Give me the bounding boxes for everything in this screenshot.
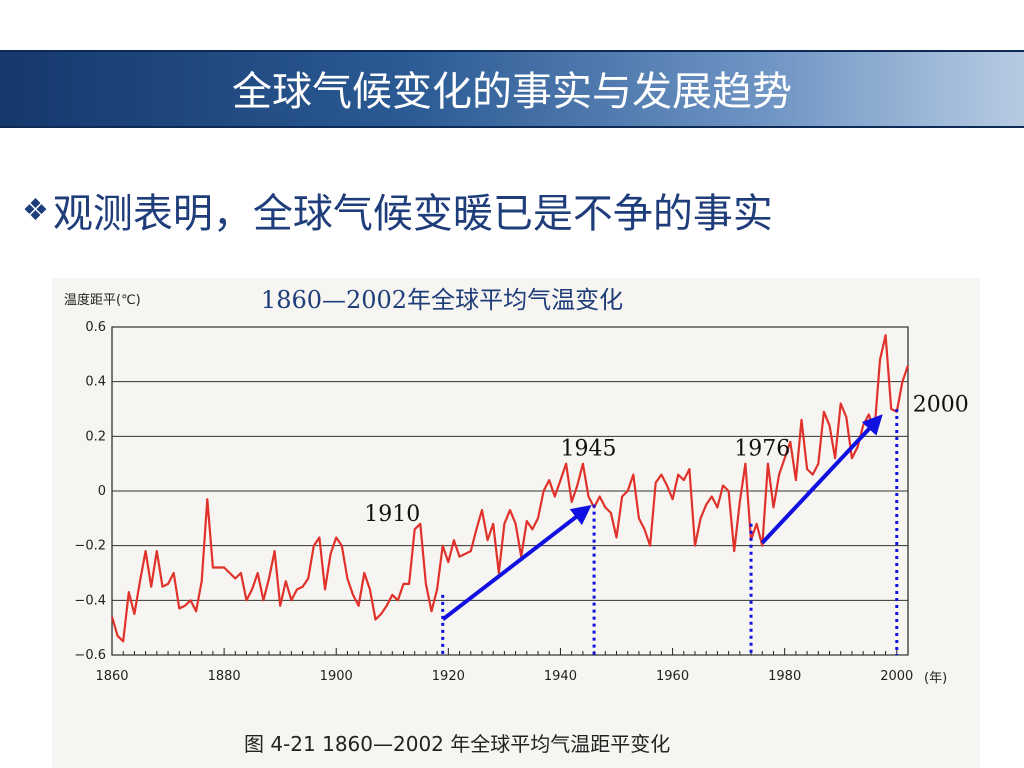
x-tick-label: 1900 xyxy=(320,669,353,684)
trend-arrow xyxy=(760,414,883,545)
x-tick-label: 1940 xyxy=(544,669,577,684)
trend-arrow xyxy=(441,504,592,622)
slide-title: 全球气候变化的事实与发展趋势 xyxy=(232,69,792,115)
y-tick-label: 0.2 xyxy=(85,429,106,444)
y-tick-label: −0.4 xyxy=(74,593,106,608)
title-bar: 全球气候变化的事实与发展趋势 xyxy=(0,50,1024,128)
temperature-series-line xyxy=(110,334,910,643)
y-axis-label: 温度距平(℃) xyxy=(64,292,141,308)
year-annotation: 1945 xyxy=(560,436,616,461)
figure-caption: 图 4-21 1860—2002 年全球平均气温距平变化 xyxy=(244,732,670,756)
x-tick-label: 1960 xyxy=(656,669,689,684)
y-tick-label: 0.4 xyxy=(85,375,106,390)
x-tick-label: 1980 xyxy=(768,669,801,684)
bullet-text: 观测表明，全球气候变暖已是不争的事实 xyxy=(52,191,773,237)
year-annotation: 1976 xyxy=(734,436,790,461)
x-tick-label: 1880 xyxy=(208,669,241,684)
y-tick-label: 0 xyxy=(98,484,106,499)
year-annotation: 1910 xyxy=(364,502,420,527)
x-tick-label: 2000 xyxy=(880,669,913,684)
y-tick-label: 0.6 xyxy=(85,320,106,335)
diamond-cluster-icon: ❖ xyxy=(22,192,49,228)
x-tick-label: 1920 xyxy=(432,669,465,684)
temperature-chart: 1860—2002年全球平均气温变化 温度距平(℃) (年) 图 4-21 18… xyxy=(64,286,969,756)
chart-frame: 1860—2002年全球平均气温变化 温度距平(℃) (年) 图 4-21 18… xyxy=(52,278,980,768)
y-tick-label: −0.2 xyxy=(74,539,106,554)
x-axis-unit-label: (年) xyxy=(924,671,947,686)
x-tick-label: 1860 xyxy=(95,669,128,684)
year-annotation: 2000 xyxy=(913,393,969,418)
chart-title: 1860—2002年全球平均气温变化 xyxy=(261,286,623,314)
y-tick-label: −0.6 xyxy=(74,648,106,663)
bullet-row: ❖ 观测表明，全球气候变暖已是不争的事实 xyxy=(22,182,773,238)
